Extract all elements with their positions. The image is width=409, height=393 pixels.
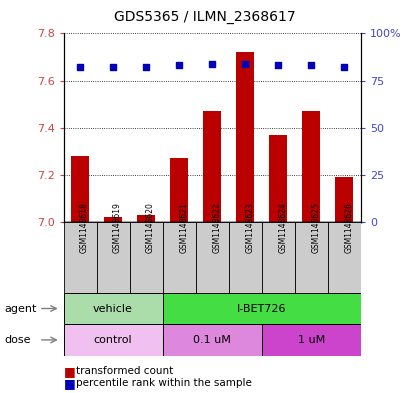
Bar — [63, 293, 162, 324]
Bar — [104, 217, 122, 222]
Text: GSM1148619: GSM1148619 — [113, 202, 122, 253]
Text: GSM1148626: GSM1148626 — [344, 202, 353, 253]
Point — [340, 64, 347, 70]
Text: GSM1148621: GSM1148621 — [179, 202, 188, 253]
Bar — [327, 222, 360, 293]
Text: GSM1148622: GSM1148622 — [212, 202, 220, 253]
Bar — [195, 222, 228, 293]
Bar — [294, 222, 327, 293]
Point — [274, 62, 281, 69]
Bar — [301, 111, 319, 222]
Bar — [268, 135, 287, 222]
Text: transformed count: transformed count — [76, 366, 173, 376]
Bar — [162, 222, 195, 293]
Bar — [236, 52, 254, 222]
Text: control: control — [94, 335, 132, 345]
Text: I-BET726: I-BET726 — [236, 303, 286, 314]
Text: 1 uM: 1 uM — [297, 335, 324, 345]
Point — [241, 61, 248, 67]
Bar — [202, 111, 221, 222]
Point — [110, 64, 116, 70]
Text: percentile rank within the sample: percentile rank within the sample — [76, 378, 251, 388]
Text: ■: ■ — [63, 365, 75, 378]
Text: 0.1 uM: 0.1 uM — [193, 335, 231, 345]
Point — [208, 61, 215, 67]
Bar — [129, 222, 162, 293]
Bar — [162, 324, 261, 356]
Text: GSM1148625: GSM1148625 — [310, 202, 319, 253]
Text: dose: dose — [4, 335, 31, 345]
Bar — [335, 177, 353, 222]
Bar — [97, 222, 129, 293]
Text: GSM1148623: GSM1148623 — [245, 202, 254, 253]
Bar — [228, 222, 261, 293]
Bar — [261, 222, 294, 293]
Text: ■: ■ — [63, 376, 75, 390]
Point — [142, 64, 149, 70]
Point — [307, 62, 314, 69]
Text: GSM1148624: GSM1148624 — [278, 202, 287, 253]
Point — [76, 64, 83, 70]
Text: GSM1148618: GSM1148618 — [80, 202, 89, 253]
Bar — [63, 222, 97, 293]
Text: agent: agent — [4, 303, 36, 314]
Text: GDS5365 / ILMN_2368617: GDS5365 / ILMN_2368617 — [114, 10, 295, 24]
Bar — [71, 156, 89, 222]
Bar — [63, 324, 162, 356]
Text: vehicle: vehicle — [93, 303, 133, 314]
Text: GSM1148620: GSM1148620 — [146, 202, 155, 253]
Bar — [162, 293, 360, 324]
Bar — [137, 215, 155, 222]
Bar — [170, 158, 188, 222]
Bar — [261, 324, 360, 356]
Point — [175, 62, 182, 69]
